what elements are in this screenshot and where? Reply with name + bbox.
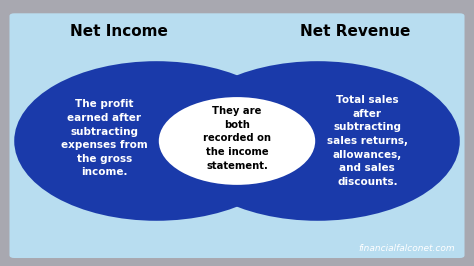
Text: The profit
earned after
subtracting
expenses from
the gross
income.: The profit earned after subtracting expe… [61,99,148,177]
Text: Total sales
after
subtracting
sales returns,
allowances,
and sales
discounts.: Total sales after subtracting sales retu… [327,95,408,187]
Text: financialfalconet.com: financialfalconet.com [358,244,455,253]
Circle shape [14,61,299,221]
Text: They are
both
recorded on
the income
statement.: They are both recorded on the income sta… [203,106,271,171]
Circle shape [159,97,315,185]
Circle shape [175,61,460,221]
FancyBboxPatch shape [9,13,465,258]
Text: Net Revenue: Net Revenue [301,24,410,39]
Text: Net Income: Net Income [70,24,167,39]
